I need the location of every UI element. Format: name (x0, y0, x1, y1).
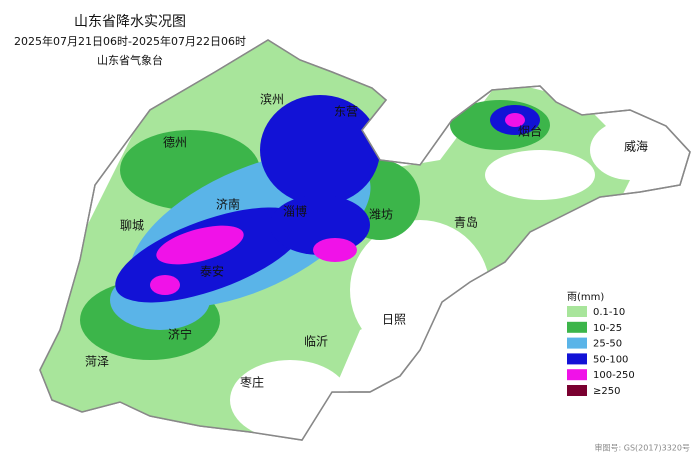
city: 临沂 (304, 335, 328, 349)
approval-number: 审图号: GS(2017)3320号 (595, 443, 690, 453)
city: 济宁 (168, 327, 192, 342)
city: 青岛 (454, 215, 478, 230)
legend-swatch (567, 321, 587, 333)
legend-swatch (567, 306, 587, 317)
title: 山东省降水实况图 (74, 14, 186, 30)
city: 淄博 (283, 204, 307, 219)
legend-title: 雨(mm) (567, 292, 604, 303)
period: 2025年07月21日06时-2025年07月22日06时 (14, 34, 246, 48)
city: 东营 (334, 105, 358, 119)
city: 菏泽 (85, 355, 109, 369)
legend-label: 50-100 (593, 354, 628, 365)
city: 聊城 (120, 219, 144, 233)
rain-field (40, 40, 670, 440)
city: 德州 (163, 135, 187, 150)
city: 潍坊 (369, 207, 393, 222)
legend-swatch (567, 369, 587, 381)
city: 济南 (216, 197, 240, 212)
legend-swatch (567, 353, 587, 365)
city: 枣庄 (240, 375, 264, 390)
legend-label: 0.1-10 (593, 307, 625, 318)
city: 烟台 (518, 124, 542, 139)
legend-swatch (567, 385, 587, 396)
legend-swatch (567, 337, 587, 349)
city: 日照 (382, 313, 406, 327)
legend-label: 10-25 (593, 323, 622, 334)
legend: 雨(mm) 0.1-10 10-25 25-50 50-100 100-250 ≥250 (567, 292, 635, 397)
legend-label: ≥250 (593, 386, 620, 397)
city: 滨州 (260, 92, 284, 107)
agency: 山东省气象台 (97, 53, 163, 67)
city: 威海 (624, 139, 648, 154)
legend-label: 100-250 (593, 370, 635, 381)
legend-label: 25-50 (593, 339, 622, 350)
city: 泰安 (200, 264, 224, 279)
city-labels: 滨州 东营 烟台 威海 德州 济南 淄博 潍坊 青岛 聊城 泰安 日照 临沂 济… (85, 92, 648, 390)
